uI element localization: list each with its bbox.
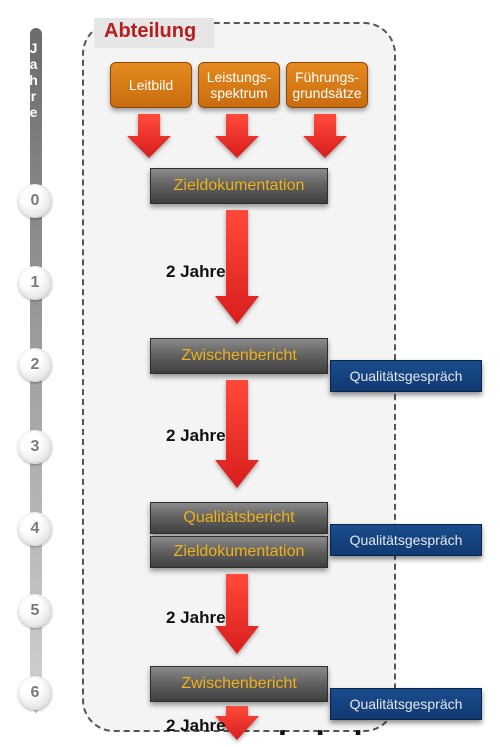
axis-tick: 2 <box>18 348 52 382</box>
axis-tick: 6 <box>18 676 52 710</box>
input-box-label: Leistungs-spektrum <box>207 69 272 101</box>
step-box: Zwischenbericht <box>150 338 328 374</box>
down-arrow-icon <box>215 114 259 158</box>
step-box: Zwischenbericht <box>150 666 328 702</box>
axis-tick: 3 <box>18 430 52 464</box>
axis-tick: 4 <box>18 512 52 546</box>
input-box-label: Leitbild <box>129 77 173 93</box>
abteilung-label: Abteilung <box>104 20 196 43</box>
step-box: Zieldokumentation <box>150 168 328 204</box>
input-box: Leitbild <box>110 62 192 108</box>
input-box-label: Führungs-grundsätze <box>292 69 361 101</box>
duration-label: 2 Jahre <box>166 262 226 282</box>
axis-tick: 0 <box>18 184 52 218</box>
input-box: Führungs-grundsätze <box>286 62 368 108</box>
axis-tick: 5 <box>18 594 52 628</box>
input-box: Leistungs-spektrum <box>198 62 280 108</box>
duration-label: 2 Jahre <box>166 608 226 628</box>
step-box: Zieldokumentation <box>150 536 328 568</box>
side-box: Qualitätsgespräch <box>330 524 482 556</box>
ellipsis: . . . <box>278 706 372 743</box>
duration-label: 2 Jahre <box>166 426 226 446</box>
axis-tick: 1 <box>18 266 52 300</box>
side-box: Qualitätsgespräch <box>330 360 482 392</box>
duration-label: 2 Jahre <box>166 716 226 736</box>
down-arrow-icon <box>303 114 347 158</box>
step-box: Qualitätsbericht <box>150 502 328 534</box>
down-arrow-icon <box>127 114 171 158</box>
time-axis-label: Jahre <box>10 40 60 120</box>
